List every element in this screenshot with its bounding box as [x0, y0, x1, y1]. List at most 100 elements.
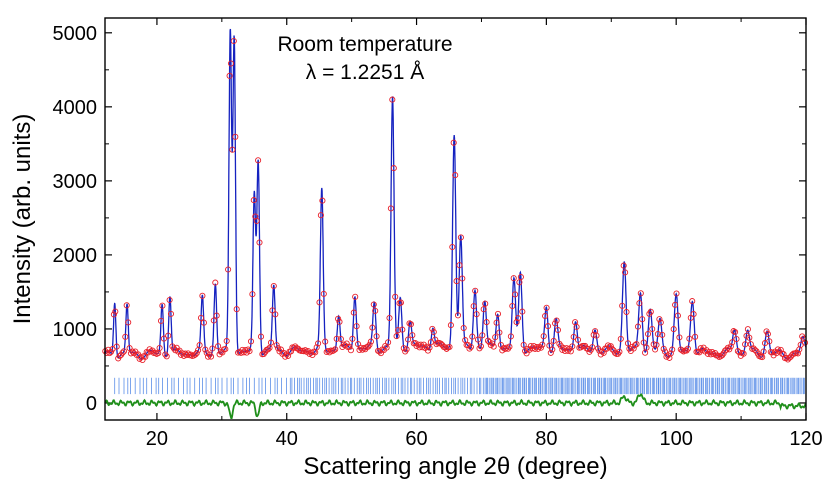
observed-point — [486, 339, 493, 346]
observed-point — [170, 345, 177, 352]
observed-point — [183, 352, 190, 359]
observed-point — [360, 345, 367, 352]
observed-point — [450, 139, 457, 146]
observed-point — [612, 349, 619, 357]
observed-point — [616, 348, 623, 355]
y-tick-label: 3000 — [53, 171, 98, 193]
observed-point — [489, 340, 496, 347]
observed-point — [249, 291, 256, 298]
observed-point — [225, 266, 232, 273]
observed-point — [300, 348, 307, 355]
observed-point — [759, 354, 766, 361]
observed-point — [213, 312, 220, 319]
observed-point — [383, 344, 390, 351]
observed-point — [232, 133, 239, 140]
observed-point — [503, 344, 510, 351]
observed-point — [457, 234, 464, 241]
observed-point — [723, 346, 730, 353]
observed-point — [272, 311, 279, 318]
observed-point — [152, 349, 159, 356]
observed-point — [590, 331, 597, 338]
observed-point — [620, 262, 627, 269]
difference-curve-group — [104, 393, 807, 419]
observed-point — [607, 343, 614, 350]
observed-point — [165, 332, 172, 339]
observed-point — [469, 333, 476, 340]
observed-point — [714, 352, 721, 359]
observed-point — [447, 322, 454, 329]
observed-point — [400, 345, 407, 352]
observed-point — [382, 342, 389, 350]
observed-point — [156, 344, 163, 352]
observed-point — [686, 335, 693, 342]
observed-point — [617, 335, 624, 342]
observed-point — [192, 351, 199, 358]
observed-point — [389, 96, 396, 103]
observed-point — [684, 345, 691, 352]
y-axis-title: Intensity (arb. units) — [9, 114, 36, 325]
observed-point — [484, 337, 492, 344]
observed-point — [405, 336, 412, 343]
observed-point — [110, 311, 117, 318]
observed-point — [350, 309, 357, 316]
observed-point — [597, 351, 604, 358]
observed-point — [433, 341, 440, 348]
observed-point — [657, 319, 664, 326]
observed-point — [636, 300, 643, 307]
observed-point — [679, 347, 686, 354]
observed-point — [167, 310, 175, 317]
observed-point — [764, 330, 771, 338]
observed-point — [136, 355, 143, 362]
observed-point — [349, 335, 356, 342]
observed-point — [509, 302, 516, 310]
observed-point — [207, 353, 215, 360]
observed-point — [473, 311, 480, 318]
observed-point — [634, 323, 642, 330]
observed-point — [552, 320, 559, 327]
annotation-wavelength: λ = 1.2251 Å — [306, 61, 425, 84]
observed-point — [513, 319, 520, 326]
observed-point — [577, 344, 584, 351]
observed-point — [663, 353, 670, 360]
observed-point — [337, 335, 344, 343]
observed-point — [647, 308, 654, 315]
observed-point — [593, 332, 600, 339]
observed-point — [290, 344, 297, 351]
observed-point — [472, 287, 479, 294]
observed-point — [530, 342, 537, 350]
observed-point — [660, 345, 667, 352]
observed-point — [200, 319, 207, 326]
observed-point — [533, 344, 540, 351]
observed-point — [210, 317, 217, 324]
observed-point — [526, 346, 533, 353]
observed-point — [570, 333, 577, 340]
observed-point — [347, 347, 354, 354]
observed-point — [542, 312, 549, 320]
x-tick-label: 20 — [146, 428, 168, 450]
observed-point — [199, 292, 206, 299]
observed-point — [460, 324, 467, 332]
observed-point — [357, 344, 364, 351]
observed-point — [520, 341, 527, 348]
observed-point — [453, 278, 460, 285]
observed-point — [519, 308, 526, 315]
observed-point — [112, 308, 119, 315]
observed-point — [633, 341, 640, 348]
observed-point — [452, 172, 459, 179]
observed-point — [483, 319, 490, 326]
observed-point — [742, 341, 749, 348]
difference-curve — [104, 393, 807, 419]
observed-point — [202, 346, 209, 353]
y-tick-label: 0 — [86, 393, 97, 415]
observed-point — [166, 296, 173, 304]
observed-point — [393, 333, 400, 340]
observed-point — [493, 319, 500, 326]
observed-point — [325, 347, 332, 355]
observed-point — [514, 315, 522, 322]
observed-point — [237, 349, 245, 356]
observed-point — [159, 302, 166, 309]
observed-point — [540, 333, 547, 340]
observed-point — [285, 352, 292, 359]
observed-point — [692, 333, 699, 340]
